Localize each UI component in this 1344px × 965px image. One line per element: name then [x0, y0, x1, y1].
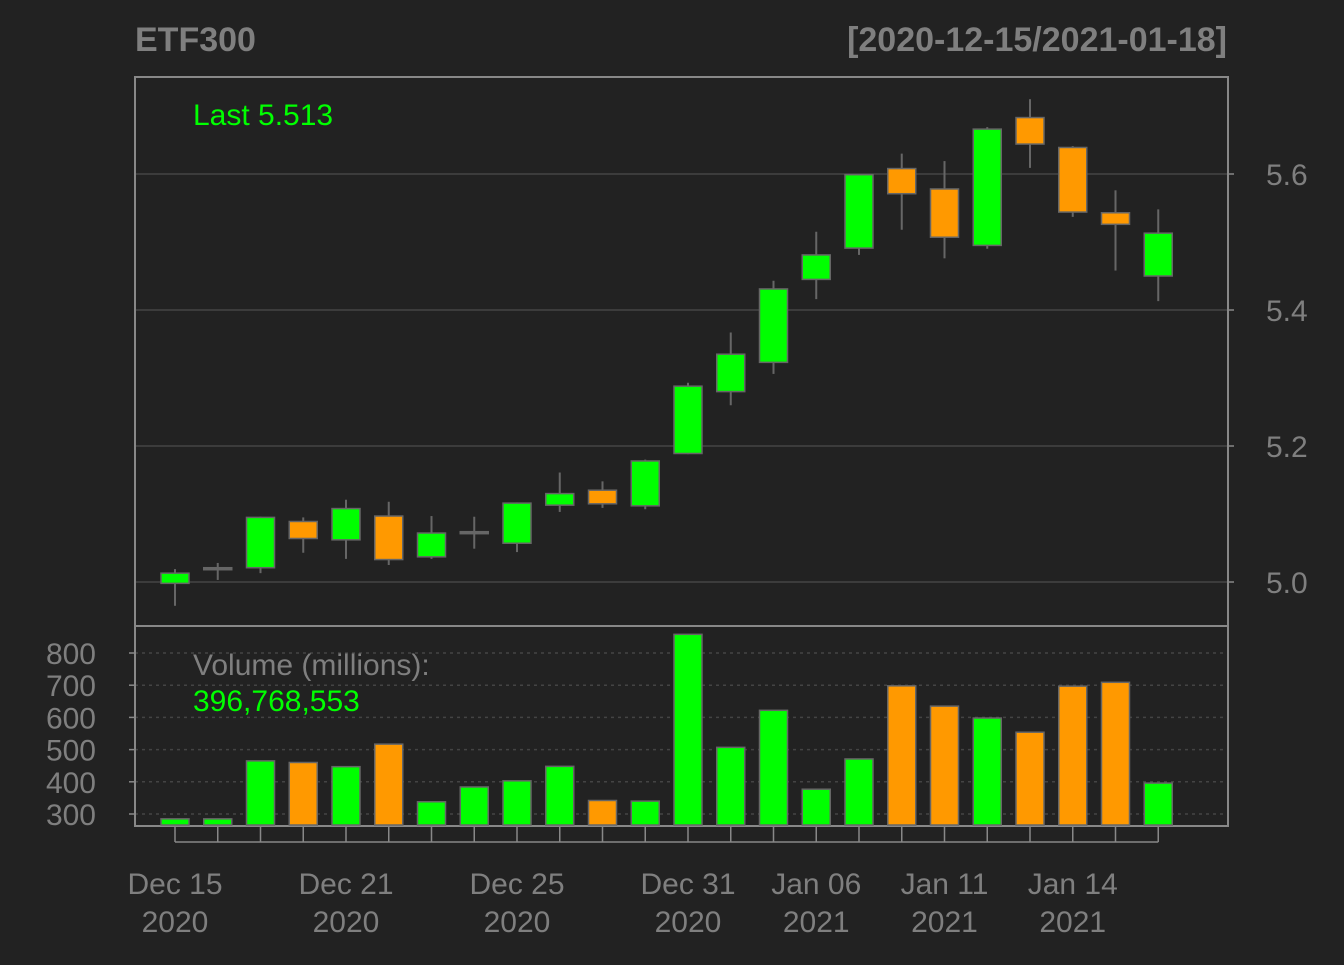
candle-body	[374, 515, 404, 561]
volume-bar	[502, 780, 532, 826]
candle-body	[887, 167, 917, 195]
price-tick-label: 5.6	[1266, 159, 1308, 192]
x-tick-label-year: 2021	[783, 906, 850, 939]
candle-body	[758, 288, 789, 364]
candle-body	[1100, 212, 1131, 226]
volume-last-value: 396,768,553	[193, 685, 360, 718]
x-axis: Dec 15 2020 Dec 21 2020 Dec 25 2020 Dec 31 2020…	[127, 826, 1159, 939]
candle-body	[203, 566, 233, 571]
candles-layer	[160, 99, 1173, 606]
candle-body	[331, 507, 361, 541]
volume-bar	[1100, 681, 1131, 826]
x-tick-label-date: Dec 15	[127, 868, 222, 901]
date-range-label: [2020-12-15/2021-01-18]	[847, 21, 1227, 59]
volume-tick-label: 700	[46, 670, 96, 703]
candle-body	[245, 516, 276, 569]
last-price-label: Last 5.513	[193, 99, 333, 132]
x-tick-label-date: Jan 06	[771, 868, 861, 901]
volume-bar	[801, 788, 831, 826]
volume-bar	[416, 801, 447, 826]
price-axis: 5.0 5.2 5.4 5.6	[1228, 159, 1308, 600]
candle-body	[416, 532, 447, 558]
volume-bar	[929, 705, 960, 826]
volume-tick-label: 500	[46, 735, 96, 768]
volume-bar	[1015, 731, 1045, 826]
candle-body	[716, 353, 746, 393]
x-tick-label-year: 2020	[655, 906, 722, 939]
volume-bar	[673, 633, 703, 826]
chart-title: ETF300	[135, 21, 256, 59]
x-tick-label-year: 2020	[313, 906, 380, 939]
x-tick-label-year: 2020	[142, 906, 209, 939]
volume-bar	[1058, 685, 1088, 826]
volume-bar	[972, 717, 1002, 826]
candle-body	[673, 385, 703, 455]
candle-body	[502, 502, 532, 544]
candle-body	[587, 489, 618, 505]
volume-bar	[160, 818, 190, 826]
x-tick-label-date: Dec 31	[640, 868, 735, 901]
x-tick-label-date: Dec 21	[298, 868, 393, 901]
candle-body	[545, 492, 575, 506]
volume-bar	[203, 818, 233, 826]
volume-bar	[374, 743, 404, 826]
volume-bar	[245, 760, 276, 826]
volume-bar	[1143, 782, 1173, 826]
volume-bar	[459, 786, 489, 826]
price-tick-label: 5.0	[1266, 567, 1308, 600]
x-tick-label-year: 2020	[484, 906, 551, 939]
volume-tick-label: 300	[46, 799, 96, 832]
candle-body	[1143, 232, 1173, 277]
x-tick-label-year: 2021	[911, 906, 978, 939]
volume-bars-layer	[160, 633, 1173, 826]
x-tick-label-date: Dec 25	[469, 868, 564, 901]
candle-body	[1015, 116, 1045, 145]
volume-tick-label: 600	[46, 702, 96, 735]
x-tick-label-year: 2021	[1039, 906, 1106, 939]
x-tick-label-date: Jan 14	[1028, 868, 1118, 901]
candle-body	[630, 460, 660, 507]
volume-bar	[887, 685, 917, 826]
volume-bar	[758, 709, 789, 826]
candle-body	[160, 572, 190, 585]
volume-bar	[630, 800, 660, 826]
volume-title-label: Volume (millions):	[193, 649, 430, 682]
candle-body	[1058, 146, 1088, 213]
volume-bar	[716, 746, 746, 826]
x-tick-label-date: Jan 11	[901, 868, 989, 901]
volume-bar	[844, 758, 874, 826]
candle-body	[459, 530, 489, 535]
volume-bar	[288, 761, 318, 826]
candle-body	[844, 173, 874, 249]
price-gridlines	[135, 173, 1228, 583]
price-tick-label: 5.4	[1266, 295, 1308, 328]
price-tick-label: 5.2	[1266, 431, 1308, 464]
candle-body	[288, 520, 318, 540]
candle-body	[929, 188, 960, 238]
volume-bar	[331, 765, 361, 826]
volume-tick-label: 400	[46, 767, 96, 800]
volume-bar	[587, 799, 618, 826]
candle-body	[972, 128, 1002, 247]
candle-body	[801, 254, 831, 281]
volume-tick-label: 800	[46, 638, 96, 671]
volume-panel-frame	[134, 625, 1229, 827]
volume-bar	[545, 765, 575, 826]
